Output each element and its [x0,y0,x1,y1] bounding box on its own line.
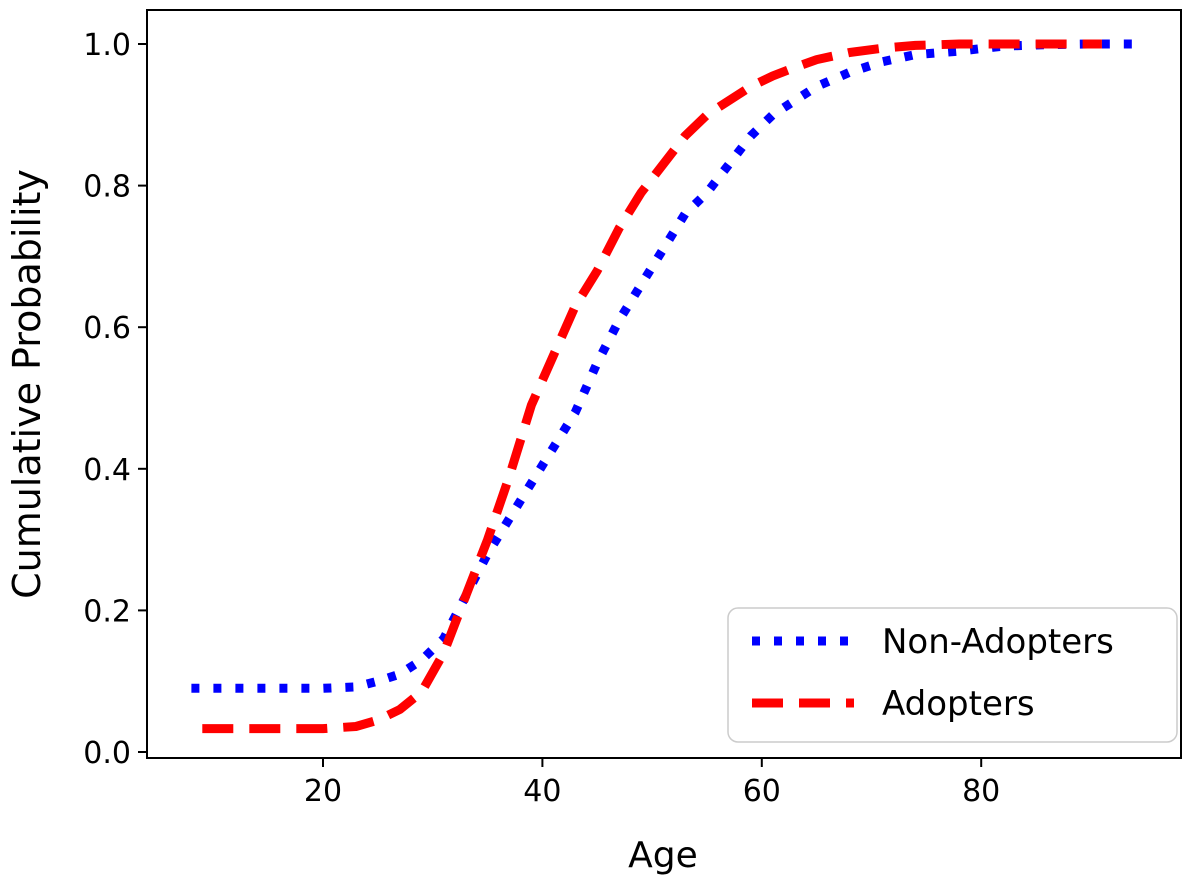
y-tick-label: 1.0 [83,28,131,63]
adopters-curve [202,39,1102,734]
y-tick-label: 0.6 [83,311,131,346]
x-tick-label: 60 [743,774,781,809]
legend-label-adopters: Adopters [882,684,1035,724]
plot-area: 20 40 60 80 0.0 0.2 0.4 0.6 0.8 1.0 [83,9,1182,809]
x-axis-label: Age [628,835,698,876]
non-adopters-curve [191,39,1135,693]
y-tick-label: 0.4 [83,453,131,488]
x-tick-label: 20 [304,774,342,809]
x-tick-label: 80 [962,774,1000,809]
plot-frame [146,9,1182,759]
legend-label-non-adopters: Non-Adopters [882,622,1114,662]
y-tick-label: 0.0 [83,736,131,771]
y-tick-label: 0.2 [83,594,131,629]
x-tick-label: 40 [523,774,561,809]
y-tick-label: 0.8 [83,170,131,205]
legend: Non-Adopters Adopters [727,607,1178,743]
y-axis-label: Cumulative Probability [5,169,49,599]
